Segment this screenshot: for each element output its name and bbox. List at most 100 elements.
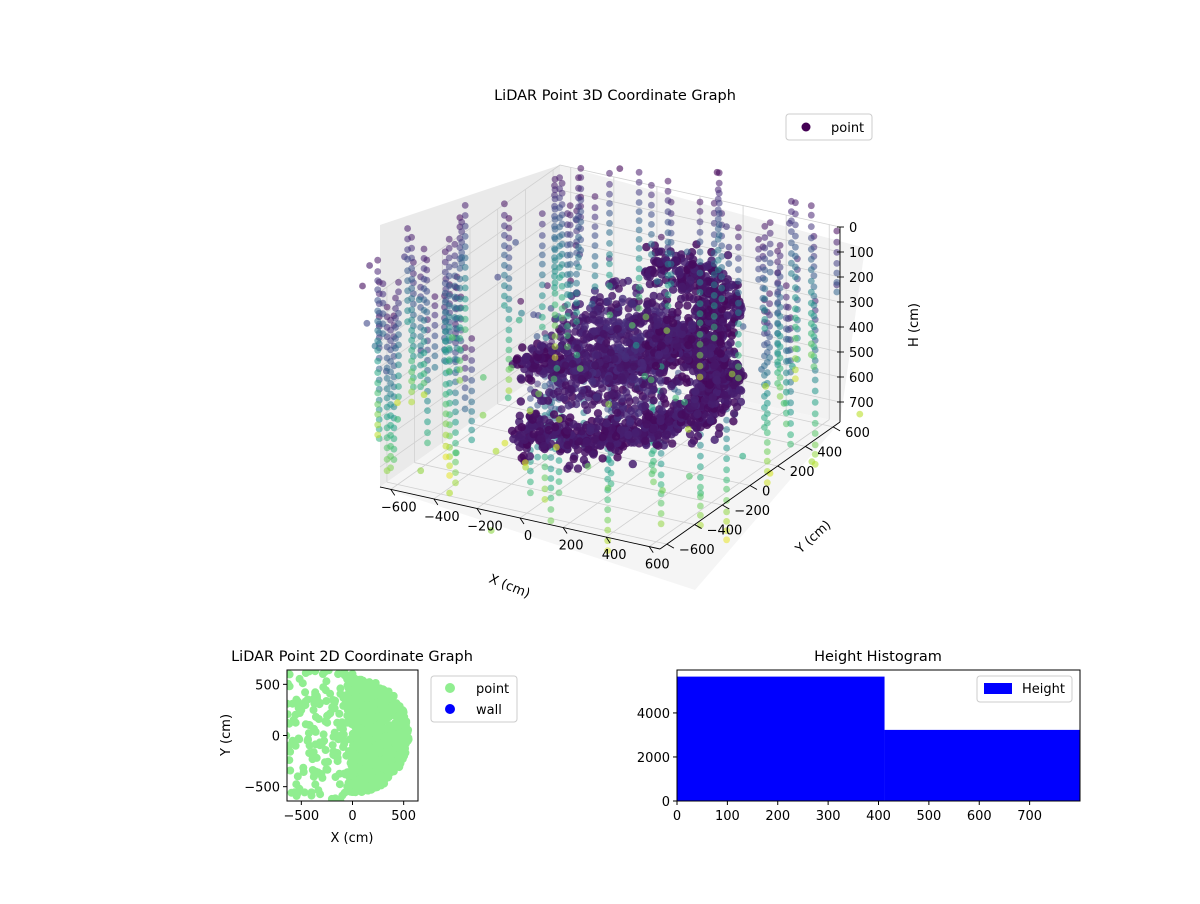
point-3d: [776, 303, 784, 311]
point-2d: [298, 679, 307, 688]
point-3d: [420, 338, 428, 345]
point-3d: [761, 325, 769, 332]
point-3d: [479, 411, 487, 419]
point-3d: [550, 423, 560, 432]
y-tick-label-3d: −600: [679, 543, 715, 558]
point-3d: [627, 407, 635, 416]
point-3d: [635, 226, 643, 234]
point-3d: [833, 227, 841, 235]
point-3d: [833, 260, 841, 267]
point-3d: [456, 335, 464, 342]
point-3d: [739, 452, 747, 460]
point-3d: [575, 437, 584, 446]
point-3d: [408, 388, 415, 396]
y-tick-label-3d: −400: [707, 524, 743, 539]
point-3d: [577, 165, 585, 172]
point-3d: [445, 272, 453, 280]
point-3d: [606, 169, 613, 177]
point-3d: [653, 278, 661, 285]
point-3d: [395, 278, 402, 286]
point-3d: [648, 201, 655, 209]
point-3d: [628, 459, 637, 469]
point-2d: [321, 746, 330, 754]
point-3d: [635, 178, 643, 186]
point-3d: [606, 180, 613, 188]
point-3d: [715, 199, 723, 207]
point-3d: [387, 380, 394, 387]
y-tick-label-3d: 200: [790, 465, 815, 480]
point-3d: [424, 397, 431, 405]
point-3d: [657, 520, 665, 528]
z-tick-label-3d: 600: [849, 371, 874, 386]
point-3d: [501, 439, 509, 447]
point-3d: [538, 251, 546, 259]
point-3d: [616, 165, 624, 173]
x-tick-3d: [562, 527, 568, 534]
point-3d: [534, 453, 541, 461]
point-3d: [634, 408, 643, 417]
point-3d: [374, 317, 382, 325]
point-3d: [763, 390, 771, 397]
point-2d: [366, 754, 374, 763]
point-3d: [693, 409, 702, 419]
point-3d: [606, 229, 613, 236]
point-3d: [458, 249, 466, 256]
point-3d: [505, 336, 513, 344]
point-3d: [527, 489, 534, 497]
x-axis-label-3d: X (cm): [487, 572, 532, 602]
point-3d: [614, 284, 623, 293]
point-2d: [301, 688, 310, 697]
point-3d: [564, 221, 571, 229]
point-3d: [538, 271, 546, 279]
point-2d: [372, 766, 381, 775]
point-3d: [556, 253, 563, 260]
point-3d: [605, 374, 613, 383]
point-3d: [582, 437, 591, 447]
point-3d: [735, 289, 742, 296]
point-3d: [404, 287, 411, 295]
point-3d: [591, 316, 600, 325]
point-3d: [723, 275, 732, 284]
point-3d: [568, 359, 577, 368]
point-3d: [710, 231, 718, 239]
point-3d: [573, 299, 580, 307]
point-3d: [581, 400, 589, 409]
point-3d: [456, 295, 464, 303]
point-3d: [807, 234, 815, 242]
point-3d: [657, 406, 667, 415]
point-3d: [715, 221, 723, 229]
point-3d: [564, 291, 571, 298]
point-3d: [755, 236, 762, 243]
point-3d: [395, 383, 402, 390]
point-3d: [723, 466, 730, 474]
point-3d: [811, 451, 819, 458]
point-3d: [792, 335, 799, 342]
y-tick-label-hist: 0: [662, 795, 670, 810]
point-3d: [598, 454, 607, 463]
point-3d: [573, 309, 580, 316]
point-3d: [643, 307, 652, 315]
point-2d: [369, 774, 378, 783]
point-2d: [398, 720, 407, 729]
point-2d: [352, 725, 361, 734]
point-3d: [505, 346, 513, 354]
point-3d: [431, 293, 439, 300]
point-3d: [383, 354, 391, 362]
point-3d: [713, 347, 723, 356]
point-2d: [388, 747, 397, 756]
point-2d: [334, 670, 343, 679]
point-3d: [577, 208, 585, 216]
point-3d: [501, 200, 508, 208]
point-3d: [383, 413, 391, 421]
point-3d: [424, 407, 431, 414]
point-3d: [714, 429, 724, 438]
point-3d: [374, 379, 382, 387]
point-3d: [551, 343, 559, 350]
point-3d: [648, 221, 655, 228]
point-2d: [363, 683, 372, 692]
point-3d: [417, 467, 425, 475]
point-3d: [525, 452, 535, 461]
point-3d: [723, 435, 730, 443]
point-3d: [807, 202, 815, 210]
z-tick-label-3d: 500: [849, 346, 874, 361]
